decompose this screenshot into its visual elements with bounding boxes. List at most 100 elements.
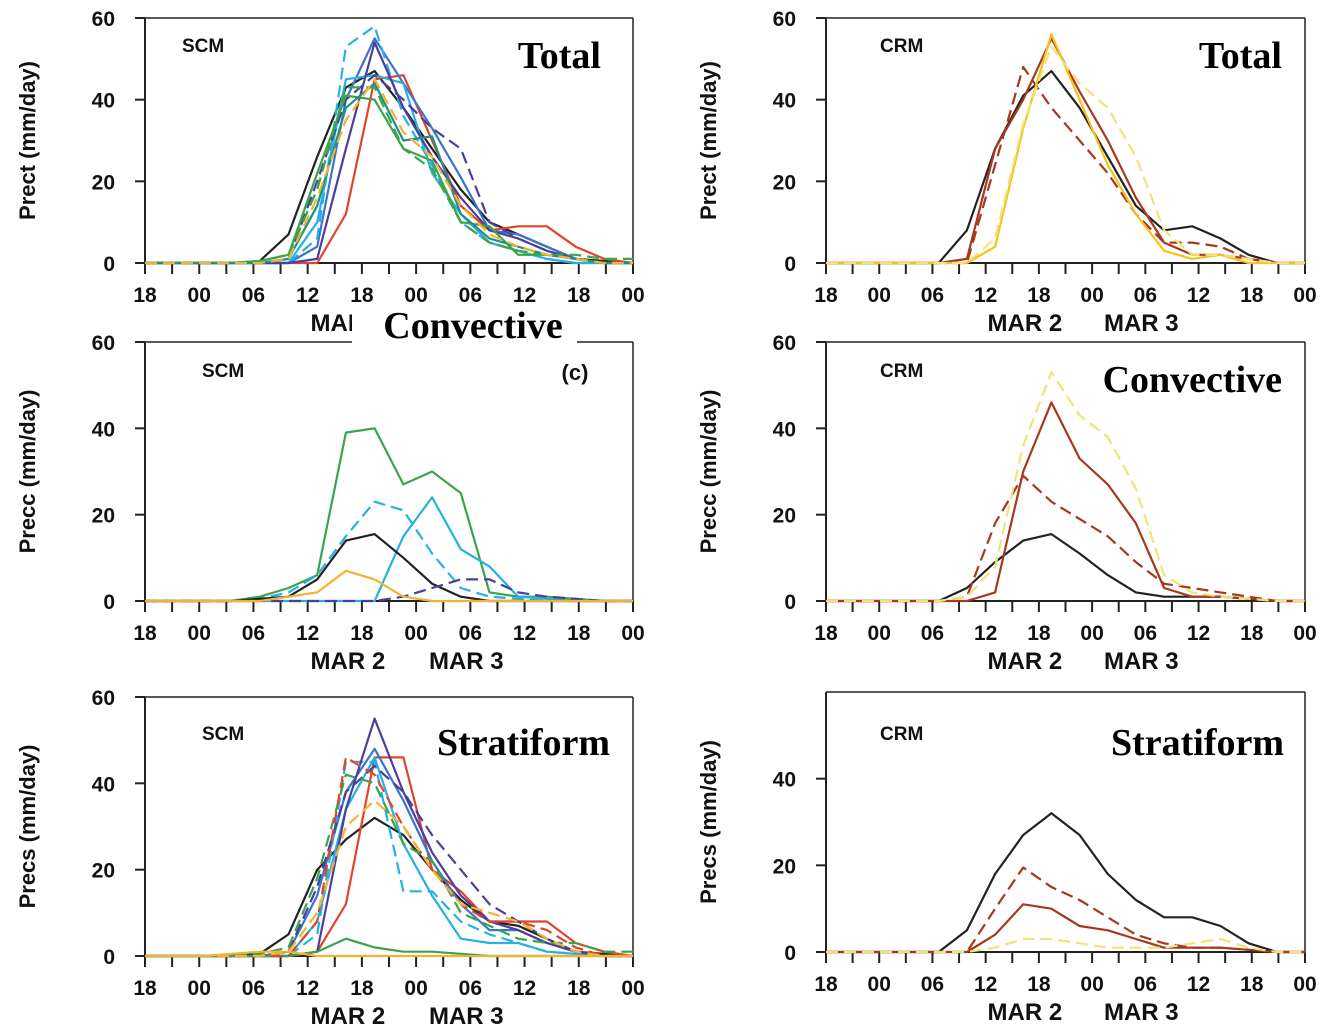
y-tick-label: 0 bbox=[103, 946, 115, 969]
series-line-4 bbox=[826, 45, 1305, 265]
y-tick-label: 0 bbox=[103, 591, 115, 614]
series-line-0 bbox=[145, 427, 633, 603]
x-tick-label: 18 bbox=[567, 622, 591, 645]
series-line-3 bbox=[826, 371, 1305, 603]
series-line-1 bbox=[826, 474, 1305, 603]
y-tick-label: 0 bbox=[103, 253, 115, 276]
panel-title: Total bbox=[1199, 35, 1282, 77]
series-line-6 bbox=[145, 764, 633, 958]
y-axis-label: Precs (mm/day) bbox=[15, 745, 40, 909]
series-line-4 bbox=[145, 578, 633, 603]
y-tick-label: 60 bbox=[92, 332, 115, 355]
x-tick-label: 06 bbox=[459, 977, 482, 1000]
panel-note: (c) bbox=[562, 360, 589, 385]
x-tick-label: 06 bbox=[1134, 622, 1157, 645]
series-line-0 bbox=[826, 812, 1305, 954]
title-backdrop bbox=[352, 303, 577, 349]
x-tick-label: 00 bbox=[188, 284, 211, 307]
y-tick-label: 60 bbox=[92, 687, 115, 710]
x-tick-label: 00 bbox=[404, 284, 427, 307]
x-tick-label: 18 bbox=[350, 284, 374, 307]
y-tick-label: 20 bbox=[92, 505, 115, 528]
series-line-1 bbox=[145, 74, 634, 265]
y-tick-label: 40 bbox=[773, 418, 796, 441]
panel-scm-stratiform: 0 20 40 60 Precs (mm/day) 18 00 06 12 18 00 06 12 18 0… bbox=[15, 687, 645, 1030]
series-line-9 bbox=[145, 756, 633, 958]
y-tick-label: 60 bbox=[773, 8, 796, 31]
x-tick-label: 06 bbox=[1134, 973, 1157, 996]
series-line-10 bbox=[145, 799, 633, 958]
y-tick-label: 60 bbox=[773, 332, 796, 355]
series-line-1 bbox=[826, 65, 1305, 265]
date-label-mar3: MAR 3 bbox=[1104, 310, 1179, 337]
y-tick-label: 40 bbox=[773, 90, 796, 113]
model-label: CRM bbox=[880, 36, 923, 57]
y-tick-label: 40 bbox=[773, 769, 796, 792]
x-tick-label: 18 bbox=[567, 977, 591, 1000]
y-tick-label: 20 bbox=[773, 171, 796, 194]
x-tick-label: 18 bbox=[1027, 973, 1051, 996]
x-tick-label: 18 bbox=[814, 973, 838, 996]
series-line-2 bbox=[826, 401, 1305, 603]
x-tick-label: 12 bbox=[1187, 284, 1210, 307]
y-tick-label: 40 bbox=[92, 90, 115, 113]
panel-crm-total: 0 20 40 60 Prect (mm/day) 18 00 06 12 18 00 06 12 18 0… bbox=[696, 8, 1317, 337]
x-tick-label: 00 bbox=[1293, 973, 1316, 996]
model-label: SCM bbox=[202, 724, 244, 745]
y-axis-label: Precs (mm/day) bbox=[696, 740, 721, 904]
x-tick-label: 12 bbox=[1187, 973, 1210, 996]
x-tick-label: 18 bbox=[1240, 622, 1264, 645]
model-label: SCM bbox=[202, 361, 244, 382]
y-tick-label: 20 bbox=[773, 505, 796, 528]
series-line-0 bbox=[826, 69, 1305, 265]
panel-title: Total bbox=[518, 35, 601, 77]
series-line-1 bbox=[145, 756, 634, 958]
x-tick-label: 06 bbox=[242, 622, 265, 645]
x-tick-label: 18 bbox=[814, 284, 838, 307]
x-tick-label: 18 bbox=[1240, 284, 1264, 307]
model-label: SCM bbox=[182, 36, 224, 57]
x-tick-label: 18 bbox=[133, 622, 157, 645]
y-axis-label: Precc (mm/day) bbox=[15, 390, 40, 554]
y-tick-label: 20 bbox=[92, 171, 115, 194]
x-tick-label: 00 bbox=[188, 977, 211, 1000]
series-line-2 bbox=[145, 747, 633, 958]
x-tick-label: 00 bbox=[1293, 284, 1316, 307]
x-tick-label: 18 bbox=[133, 284, 157, 307]
series-line-2 bbox=[145, 496, 633, 603]
series-line-1 bbox=[826, 866, 1305, 954]
x-tick-label: 00 bbox=[868, 973, 891, 996]
series-line-11 bbox=[145, 950, 633, 958]
x-tick-label: 06 bbox=[1134, 284, 1157, 307]
x-tick-label: 06 bbox=[921, 622, 944, 645]
y-tick-label: 20 bbox=[92, 860, 115, 883]
panel-title: Convective bbox=[383, 305, 562, 347]
x-tick-label: 06 bbox=[459, 622, 482, 645]
x-tick-label: 00 bbox=[1080, 622, 1103, 645]
x-tick-label: 00 bbox=[1080, 284, 1103, 307]
x-tick-label: 06 bbox=[242, 284, 265, 307]
y-tick-label: 20 bbox=[773, 855, 796, 878]
y-tick-label: 0 bbox=[784, 591, 796, 614]
y-axis-label: Prect (mm/day) bbox=[696, 61, 721, 220]
panel-title: Stratiform bbox=[437, 722, 610, 764]
series-line-0 bbox=[145, 816, 634, 958]
x-tick-label: 12 bbox=[296, 977, 319, 1000]
series-line-7 bbox=[145, 94, 633, 265]
series-line-0 bbox=[826, 532, 1305, 603]
date-label-mar2: MAR 2 bbox=[311, 1003, 386, 1030]
x-tick-label: 06 bbox=[921, 973, 944, 996]
x-tick-label: 18 bbox=[1027, 622, 1051, 645]
y-axis-label: Precc (mm/day) bbox=[696, 390, 721, 554]
x-tick-label: 00 bbox=[621, 284, 644, 307]
panel-title: Stratiform bbox=[1111, 722, 1284, 764]
x-tick-label: 18 bbox=[567, 284, 591, 307]
x-tick-label: 00 bbox=[404, 622, 427, 645]
panel-crm-convective: 0 20 40 60 Precc (mm/day) 18 00 06 12 18 00 06 12 18 0… bbox=[696, 332, 1317, 675]
x-tick-label: 06 bbox=[921, 284, 944, 307]
date-label-mar3: MAR 3 bbox=[1104, 999, 1179, 1026]
x-tick-label: 18 bbox=[133, 977, 157, 1000]
x-tick-label: 12 bbox=[1187, 622, 1210, 645]
x-tick-label: 00 bbox=[621, 622, 644, 645]
x-tick-label: 18 bbox=[1027, 284, 1051, 307]
